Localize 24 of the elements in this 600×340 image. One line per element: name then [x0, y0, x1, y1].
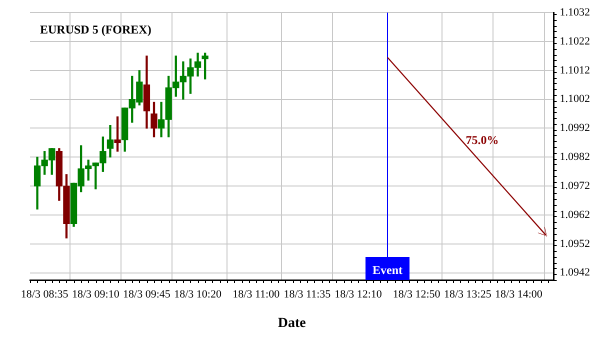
- x-tick-label: 18/3 09:45: [123, 288, 171, 300]
- y-tick-label: 1.0952: [560, 238, 590, 250]
- y-tick-label: 1.0942: [560, 266, 590, 279]
- y-tick-label: 1.1032: [560, 6, 590, 18]
- x-tick-label: 18/3 14:00: [495, 288, 543, 300]
- x-tick-label: 18/3 13:25: [444, 288, 492, 300]
- text: EURUSD 5 (FOREX): [40, 22, 152, 37]
- annotation: 75.0%: [466, 133, 499, 148]
- x-tick-label: 18/3 11:00: [232, 288, 280, 300]
- y-tick-label: 1.1012: [560, 64, 590, 76]
- y-tick-label: 1.1002: [560, 93, 590, 106]
- y-tick-label: 1.1022: [560, 35, 590, 48]
- y-tick-label: 1.0962: [560, 208, 590, 221]
- y-tick-label: 1.0982: [560, 151, 590, 164]
- x-tick-label: 18/3 12:10: [334, 288, 382, 300]
- x-tick-label: 18/3 11:35: [284, 288, 332, 300]
- y-tick-label: 1.0972: [560, 180, 590, 192]
- x-axis-title: Date: [278, 316, 306, 332]
- x-tick-label: 18/3 12:50: [392, 288, 441, 300]
- ref-line-label: Event: [372, 263, 403, 278]
- y-tick-label: 1.0992: [560, 122, 590, 134]
- x-tick-label: 18/3 08:35: [20, 288, 69, 300]
- x-tick-label: 18/3 09:10: [72, 288, 120, 300]
- x-tick-label: 18/3 10:20: [174, 288, 222, 300]
